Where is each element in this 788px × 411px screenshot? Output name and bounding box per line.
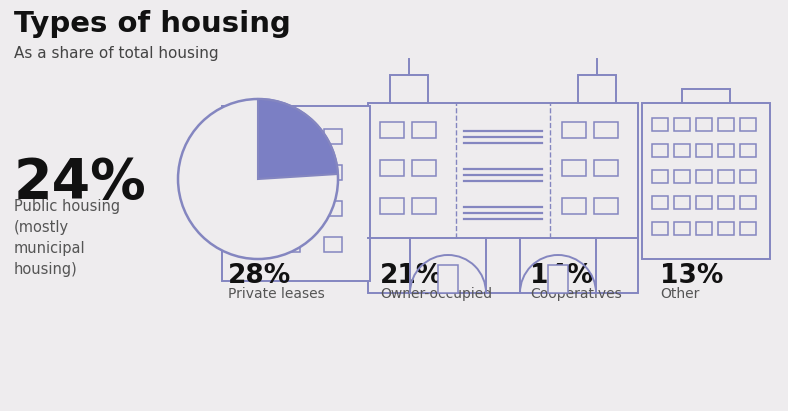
Bar <box>718 222 734 235</box>
Bar <box>740 144 756 157</box>
Bar <box>682 89 730 103</box>
Bar <box>594 122 618 138</box>
Bar <box>562 160 586 176</box>
Bar <box>740 196 756 209</box>
Bar <box>438 265 458 293</box>
Bar <box>652 144 668 157</box>
Text: Cooperatives: Cooperatives <box>530 287 622 301</box>
Text: Other: Other <box>660 287 700 301</box>
Bar <box>390 75 428 103</box>
Bar <box>282 165 300 180</box>
Bar <box>240 165 258 180</box>
Bar <box>594 160 618 176</box>
Bar <box>696 222 712 235</box>
Bar <box>696 170 712 183</box>
Bar <box>674 144 690 157</box>
Text: 13%: 13% <box>660 263 723 289</box>
Bar <box>674 118 690 131</box>
Text: Types of housing: Types of housing <box>14 10 291 38</box>
Bar <box>412 160 436 176</box>
Circle shape <box>178 99 338 259</box>
Bar <box>324 237 342 252</box>
Wedge shape <box>258 99 338 179</box>
Bar <box>718 144 734 157</box>
Bar <box>718 196 734 209</box>
Bar <box>240 201 258 216</box>
Text: 14%: 14% <box>530 263 593 289</box>
Bar <box>380 198 404 214</box>
Text: 21%: 21% <box>380 263 444 289</box>
Bar <box>324 129 342 144</box>
Bar <box>578 75 616 103</box>
Bar <box>412 122 436 138</box>
Bar <box>674 170 690 183</box>
Bar <box>642 103 770 259</box>
Bar <box>412 198 436 214</box>
Bar <box>240 237 258 252</box>
Bar <box>324 165 342 180</box>
Text: 28%: 28% <box>228 263 292 289</box>
Bar <box>674 222 690 235</box>
Bar <box>740 170 756 183</box>
Text: As a share of total housing: As a share of total housing <box>14 46 218 61</box>
Text: Public housing
(mostly
municipal
housing): Public housing (mostly municipal housing… <box>14 199 120 277</box>
Bar <box>696 118 712 131</box>
Text: 24%: 24% <box>14 156 147 210</box>
Bar <box>594 198 618 214</box>
Bar <box>718 118 734 131</box>
Text: Private leases: Private leases <box>228 287 325 301</box>
Text: Owner-occupied: Owner-occupied <box>380 287 492 301</box>
Bar <box>740 118 756 131</box>
Bar <box>696 144 712 157</box>
Bar <box>562 122 586 138</box>
Bar <box>240 129 258 144</box>
Bar <box>718 170 734 183</box>
Bar <box>282 201 300 216</box>
Bar <box>368 103 638 293</box>
Bar <box>674 196 690 209</box>
Bar <box>740 222 756 235</box>
Bar <box>652 118 668 131</box>
Bar <box>282 129 300 144</box>
Bar <box>548 265 568 293</box>
Bar <box>696 196 712 209</box>
Bar <box>652 196 668 209</box>
Bar <box>282 237 300 252</box>
Bar <box>324 201 342 216</box>
Bar <box>652 170 668 183</box>
Bar <box>380 122 404 138</box>
Bar <box>562 198 586 214</box>
Bar <box>380 160 404 176</box>
Bar <box>222 106 370 281</box>
Bar <box>652 222 668 235</box>
